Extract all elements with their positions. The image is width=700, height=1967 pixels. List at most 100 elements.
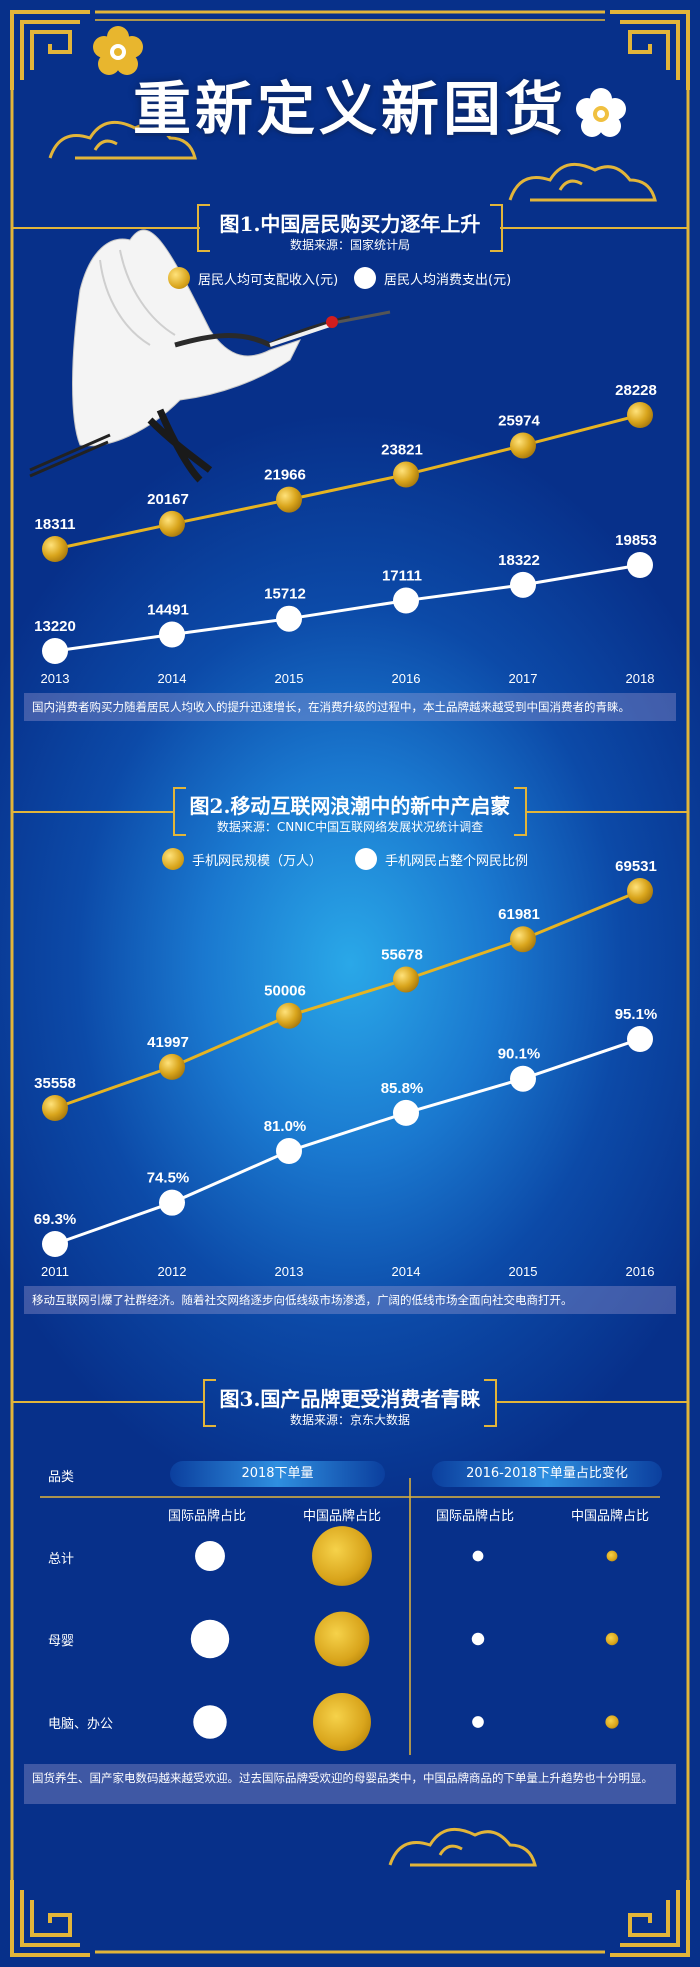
data-point <box>510 432 536 459</box>
data-point <box>627 1026 653 1052</box>
data-point <box>393 1099 419 1126</box>
chart3-bubbles <box>190 1526 619 1751</box>
crane-icon <box>29 229 391 483</box>
section2-title: 图2.移动互联网浪潮中的新中产启蒙 <box>189 794 511 818</box>
data-point <box>510 926 536 953</box>
data-point <box>42 1095 68 1121</box>
data-label: 50006 <box>264 983 306 1000</box>
row-baby: 母婴 <box>48 1634 75 1649</box>
x-tick-label: 2012 <box>158 1264 187 1279</box>
flower-icon <box>93 26 143 75</box>
legend-label: 居民人均可支配收入(元) <box>198 272 339 288</box>
data-label: 18311 <box>35 516 76 533</box>
cn-brand-bubble <box>606 1550 618 1562</box>
section2-legend-ratio: 手机网民占整个网民比例 <box>355 848 528 870</box>
data-label: 41997 <box>147 1034 189 1051</box>
col-cn-change: 中国品牌占比 <box>571 1509 650 1524</box>
page-title: 重新定义新国货 <box>132 75 567 143</box>
series-line <box>54 1037 641 1246</box>
x-tick-label: 2011 <box>41 1264 69 1279</box>
section1-legend-income: 居民人均可支配收入(元) <box>168 267 338 289</box>
data-label: 17111 <box>382 568 422 585</box>
intl-brand-bubble <box>472 1716 484 1728</box>
legend-white-dot <box>355 848 377 870</box>
data-label: 61981 <box>498 906 540 923</box>
data-point <box>627 878 653 904</box>
section2-note: 移动互联网引爆了社群经济。随着社交网络逐步向低线级市场渗透，广阔的低线市场全面向… <box>24 1286 676 1314</box>
section1-legend-spending: 居民人均消费支出(元) <box>354 267 511 289</box>
category-header: 品类 <box>48 1470 75 1485</box>
corner-fret-bottom-right <box>610 1880 690 1957</box>
data-label: 21966 <box>264 467 306 484</box>
data-point <box>42 1231 68 1257</box>
intl-brand-bubble <box>190 1619 230 1659</box>
chart2: 35558 41997 50006 55678 61981 69531 69.3% 74.5%… <box>41 858 658 1279</box>
section1-source: 数据来源：国家统计局 <box>289 238 410 252</box>
section1-note: 国内消费者购买力随着居民人均收入的提升迅速增长，在消费升级的过程中，本土品牌越来… <box>24 693 676 721</box>
legend-label: 居民人均消费支出(元) <box>384 272 512 288</box>
series-line <box>54 889 641 1110</box>
cn-brand-bubble <box>312 1526 372 1586</box>
cn-brand-bubble <box>605 1715 619 1729</box>
col-intl-change: 国际品牌占比 <box>436 1509 515 1524</box>
data-point <box>276 1002 302 1029</box>
legend-white-dot <box>354 267 376 289</box>
cn-brand-bubble <box>314 1611 370 1667</box>
intl-brand-bubble <box>472 1550 484 1562</box>
x-tick-label: 2015 <box>275 671 304 686</box>
corner-fret-top-right <box>610 10 690 90</box>
legend-label: 手机网民规模（万人） <box>192 853 323 869</box>
data-label: 81.0% <box>264 1118 307 1135</box>
data-label: 74.5% <box>147 1170 190 1187</box>
legend-gold-dot <box>162 848 184 870</box>
x-tick-label: 2013 <box>275 1264 304 1279</box>
data-point <box>42 638 68 664</box>
cn-brand-bubble <box>313 1693 371 1751</box>
col-intl-2018: 国际品牌占比 <box>168 1509 247 1524</box>
section3-source: 数据来源：京东大数据 <box>289 1413 410 1427</box>
corner-fret-bottom-left <box>10 1880 90 1957</box>
intl-brand-bubble <box>195 1541 225 1571</box>
cloud-icon <box>48 120 197 160</box>
data-point <box>159 621 185 648</box>
data-point <box>159 1053 185 1080</box>
x-tick-label: 2015 <box>509 1264 538 1279</box>
data-point <box>627 552 653 578</box>
section2-source: 数据来源：CNNIC中国互联网络发展状况统计调查 <box>216 820 484 834</box>
data-point <box>393 461 419 488</box>
data-label: 14491 <box>147 602 189 619</box>
section3-title: 图3.国产品牌更受消费者青睐 <box>219 1387 481 1411</box>
data-label: 69531 <box>615 858 657 875</box>
data-label: 95.1% <box>615 1006 658 1023</box>
data-point <box>42 536 68 562</box>
data-point <box>159 1189 185 1216</box>
data-point <box>627 402 653 428</box>
data-point <box>510 571 536 598</box>
data-point <box>276 1138 302 1165</box>
corner-fret-top-left <box>10 10 90 90</box>
data-point <box>393 966 419 993</box>
x-tick-label: 2013 <box>41 671 70 686</box>
data-label: 90.1% <box>498 1046 541 1063</box>
group-change-pill: 2016-2018下单量占比变化 <box>432 1461 662 1487</box>
table-lines <box>40 1478 660 1755</box>
x-tick-label: 2014 <box>158 671 187 686</box>
legend-gold-dot <box>168 267 190 289</box>
x-tick-label: 2016 <box>392 671 421 686</box>
data-point <box>276 605 302 632</box>
x-tick-label: 2017 <box>509 671 538 686</box>
row-total: 总计 <box>48 1552 75 1567</box>
data-point <box>393 587 419 614</box>
row-computer: 电脑、办公 <box>48 1717 114 1732</box>
data-label: 13220 <box>34 618 76 635</box>
chart1: 18311 20167 21966 23821 25974 28228 13220 14491… <box>34 382 657 686</box>
legend-label: 手机网民占整个网民比例 <box>385 853 529 869</box>
data-label: 28228 <box>615 382 657 399</box>
section3-note: 国货养生、国产家电数码越来越受欢迎。过去国际品牌受欢迎的母婴品类中，中国品牌商品… <box>24 1764 676 1804</box>
data-label: 25974 <box>498 412 540 429</box>
cloud-icon <box>388 1827 537 1867</box>
cn-brand-bubble <box>605 1632 619 1646</box>
data-label: 85.8% <box>381 1080 424 1097</box>
